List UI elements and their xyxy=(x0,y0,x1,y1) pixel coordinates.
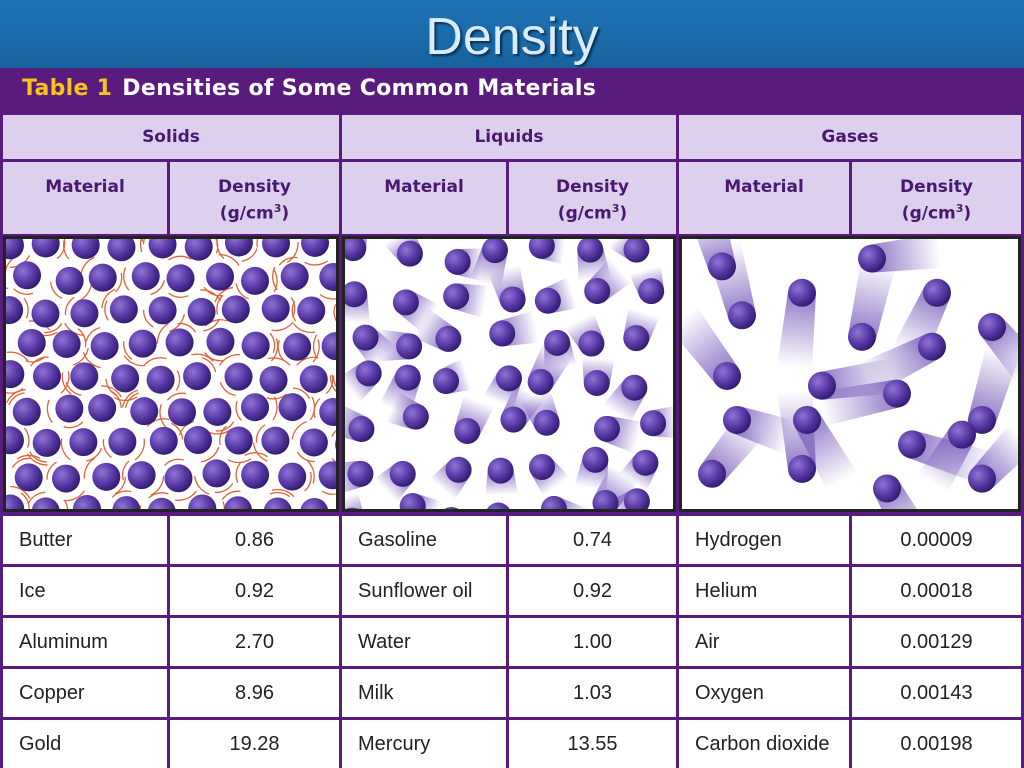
solid-particles-illustration xyxy=(6,239,336,509)
material-name-cell: Butter xyxy=(3,516,167,564)
material-name-cell: Gasoline xyxy=(342,516,506,564)
material-name-cell: Helium xyxy=(679,567,849,615)
density-label: Density xyxy=(900,177,973,197)
density-column-header: Density (g/cm3) xyxy=(852,162,1021,234)
material-name-cell: Copper xyxy=(3,669,167,717)
density-value-cell: 1.00 xyxy=(509,618,676,666)
material-name-cell: Mercury xyxy=(342,720,506,768)
density-value-cell: 0.00009 xyxy=(852,516,1021,564)
density-column-header: Density (g/cm3) xyxy=(170,162,339,234)
density-value-cell: 0.86 xyxy=(170,516,339,564)
group-header-liquids: Liquids xyxy=(342,115,676,159)
material-name-cell: Aluminum xyxy=(3,618,167,666)
gas-particles-illustration xyxy=(682,239,1018,509)
material-name-cell: Gold xyxy=(3,720,167,768)
liquids-illustration-panel xyxy=(342,236,676,512)
material-name-cell: Carbon dioxide xyxy=(679,720,849,768)
density-value-cell: 0.92 xyxy=(170,567,339,615)
density-column-header: Density (g/cm3) xyxy=(509,162,676,234)
density-value-cell: 0.00198 xyxy=(852,720,1021,768)
material-name-cell: Air xyxy=(679,618,849,666)
material-name-cell: Oxygen xyxy=(679,669,849,717)
material-column-header: Material xyxy=(679,162,849,234)
table-caption-bar: Table 1 Densities of Some Common Material… xyxy=(0,68,1024,114)
material-name-cell: Water xyxy=(342,618,506,666)
table-title: Densities of Some Common Materials xyxy=(122,76,597,101)
unit-exponent: 3 xyxy=(273,202,282,215)
density-value-cell: 1.03 xyxy=(509,669,676,717)
density-value-cell: 2.70 xyxy=(170,618,339,666)
unit-exponent: 3 xyxy=(955,202,964,215)
group-header-gases: Gases xyxy=(679,115,1021,159)
density-value-cell: 0.00143 xyxy=(852,669,1021,717)
density-value-cell: 0.92 xyxy=(509,567,676,615)
density-value-cell: 19.28 xyxy=(170,720,339,768)
density-table: Solids Material Density (g/cm3) Butter 0.86 Ic… xyxy=(0,114,1024,768)
gases-illustration-panel xyxy=(679,236,1021,512)
material-column-header: Material xyxy=(3,162,167,234)
material-column-header: Material xyxy=(342,162,506,234)
density-value-cell: 0.74 xyxy=(509,516,676,564)
slide-title: Density xyxy=(425,8,599,66)
density-label: Density xyxy=(218,177,291,197)
material-name-cell: Ice xyxy=(3,567,167,615)
solids-illustration-panel xyxy=(3,236,339,512)
material-name-cell: Milk xyxy=(342,669,506,717)
material-name-cell: Hydrogen xyxy=(679,516,849,564)
unit-label: (g/cm3) xyxy=(219,202,290,224)
liquid-particles-illustration xyxy=(345,239,673,509)
unit-label: (g/cm3) xyxy=(901,202,972,224)
table-number: Table 1 xyxy=(22,76,113,101)
table-caption: Table 1 Densities of Some Common Material… xyxy=(22,76,596,101)
density-value-cell: 0.00018 xyxy=(852,567,1021,615)
unit-label: (g/cm3) xyxy=(557,202,628,224)
unit-exponent: 3 xyxy=(611,202,620,215)
density-value-cell: 0.00129 xyxy=(852,618,1021,666)
density-value-cell: 8.96 xyxy=(170,669,339,717)
density-label: Density xyxy=(556,177,629,197)
group-header-solids: Solids xyxy=(3,115,339,159)
density-value-cell: 13.55 xyxy=(509,720,676,768)
material-name-cell: Sunflower oil xyxy=(342,567,506,615)
title-bar xyxy=(0,0,1024,68)
